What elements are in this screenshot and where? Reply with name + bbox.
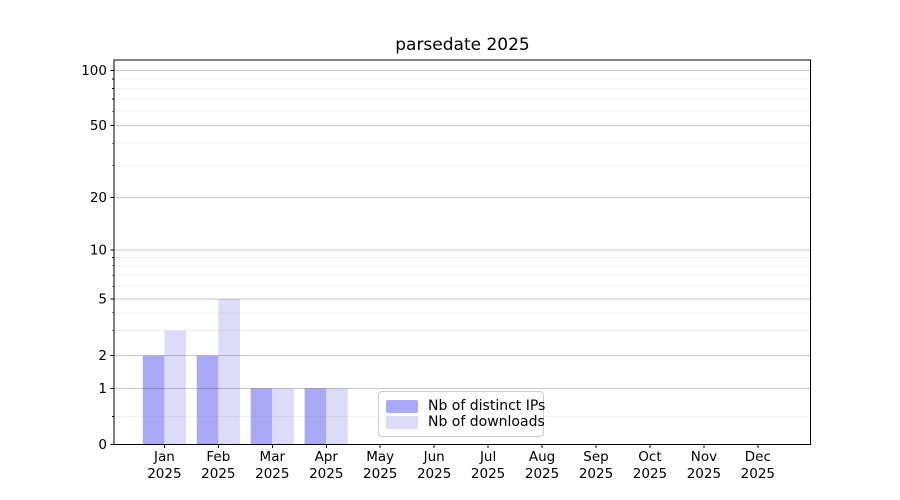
bar-downloads-apr [326,388,348,445]
bar-distinct-ips-feb [196,355,219,445]
x-tick-label-month: Mar [260,449,286,465]
x-tick-label-year: 2025 [147,466,181,482]
legend-label-distinct-ips: Nb of distinct IPs [428,398,546,414]
axes-spines [113,59,811,445]
y-tick-label: 0 [98,437,107,453]
x-tick-label-month: Jul [479,449,496,465]
bar-distinct-ips-jan [142,355,165,445]
x-tick-label-month: Jun [423,449,445,465]
bar-distinct-ips-apr [304,388,327,445]
y-tick-label: 1 [98,381,107,397]
x-tick-label-year: 2025 [363,466,397,482]
x-tick-label-year: 2025 [741,466,775,482]
x-tick-label-year: 2025 [579,466,613,482]
legend-swatch-distinct-ips [386,399,418,413]
y-tick-label: 5 [98,292,107,308]
x-tick-label-month: Sep [583,449,608,465]
x-tick-label-month: Feb [206,449,230,465]
x-tick-label-month: Dec [745,449,771,465]
x-tick-label-year: 2025 [471,466,505,482]
x-tick-label-year: 2025 [417,466,451,482]
y-tick-label: 2 [98,348,107,364]
x-tick-label-year: 2025 [633,466,667,482]
bar-downloads-mar [272,388,294,445]
bar-distinct-ips-mar [250,388,273,445]
x-tick-label-month: Apr [315,449,339,465]
x-tick-label-year: 2025 [687,466,721,482]
x-tick-label-year: 2025 [255,466,289,482]
bar-downloads-jan [164,330,186,445]
y-tick-label: 100 [81,63,107,79]
x-tick-label-month: Jan [153,449,175,465]
x-tick-label-month: Aug [529,449,555,465]
bar-downloads-feb [218,299,240,445]
y-tick-label: 10 [90,243,107,259]
x-tick-label-year: 2025 [201,466,235,482]
legend-label-downloads: Nb of downloads [428,414,545,430]
x-tick-label-month: Nov [691,449,717,465]
x-tick-label-year: 2025 [309,466,343,482]
legend-swatch-downloads [386,415,418,429]
x-tick-label-year: 2025 [525,466,559,482]
legend: Nb of distinct IPs Nb of downloads [378,391,545,437]
x-tick-label-month: May [366,449,394,465]
x-tick-label-month: Oct [638,449,661,465]
chart-title: parsedate 2025 [395,35,530,55]
y-tick-label: 20 [90,190,107,206]
legend-item-downloads: Nb of downloads [386,414,545,430]
legend-item-distinct-ips: Nb of distinct IPs [386,398,545,414]
y-tick-label: 50 [90,118,107,134]
